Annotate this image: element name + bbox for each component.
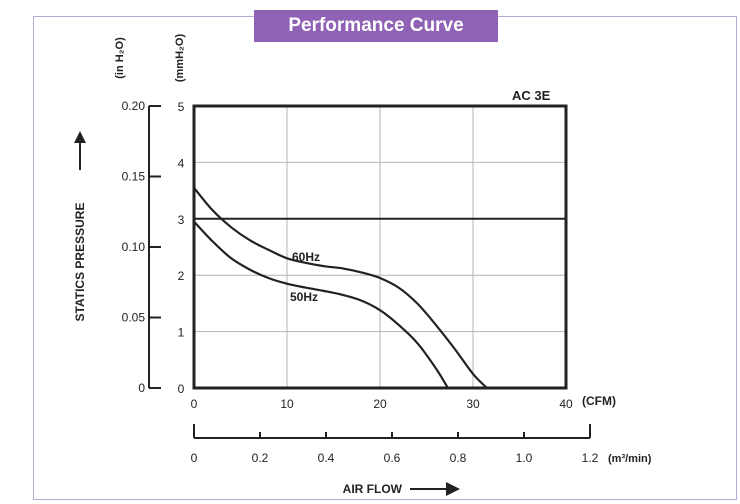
- x-axis-arrow-icon: [410, 482, 460, 496]
- x2-tick-label: 1.0: [516, 451, 533, 465]
- y-tick-label: 2: [178, 269, 185, 283]
- curves: [193, 187, 488, 389]
- chart-title: Performance Curve: [254, 10, 498, 42]
- x2-tick-label: 0: [191, 451, 198, 465]
- y2-tick-label: 0.05: [122, 311, 146, 325]
- x2-unit-label: (m³/min): [608, 453, 652, 465]
- x-tick-label: 30: [466, 397, 480, 411]
- grid-lines: [194, 106, 566, 388]
- series-line-50hz: [193, 220, 449, 389]
- series-label-60hz: 60Hz: [292, 250, 320, 264]
- x2-tick-label: 0.6: [384, 451, 401, 465]
- y2-tick-label: 0.10: [122, 240, 146, 254]
- y-tick-label: 3: [178, 213, 185, 227]
- model-label: AC 3E: [512, 88, 551, 103]
- y2-unit-label: (in H₂O): [114, 37, 126, 79]
- x-tick-label: 40: [559, 397, 573, 411]
- y2-tick-label: 0: [138, 381, 145, 395]
- x2-tick-label: 0.8: [450, 451, 467, 465]
- x2-tick-label: 0.2: [252, 451, 269, 465]
- y-tick-label: 0: [178, 382, 185, 396]
- plot-border: [192, 104, 568, 390]
- y2-tick-label: 0.15: [122, 170, 146, 184]
- y2-tick-label: 0.20: [122, 99, 146, 113]
- x-tick-label: 20: [373, 397, 387, 411]
- x-tick-label: 0: [191, 397, 198, 411]
- x-tick-label: 10: [280, 397, 294, 411]
- x-axis-title: AIR FLOW: [343, 482, 403, 496]
- x-unit-label: (CFM): [582, 394, 616, 408]
- plot-frame: [192, 104, 568, 390]
- x2-tick-label: 1.2: [582, 451, 599, 465]
- axes: 0 10 20 30 40 0 1 2 3 4 5 0 0.05 0.10 0.15 0.20 0 0.2 0.4 0…: [122, 99, 599, 465]
- y-axis-title: STATICS PRESSURE: [73, 203, 87, 322]
- y-unit-label: (mmH₂O): [174, 34, 186, 83]
- chart-panel: [33, 16, 737, 500]
- y-tick-label: 5: [178, 100, 185, 114]
- y-tick-label: 4: [178, 156, 185, 170]
- y-axis-arrow-icon: [74, 131, 86, 170]
- y-tick-label: 1: [178, 326, 185, 340]
- series-line-60hz: [193, 187, 488, 389]
- series-label-50hz: 50Hz: [290, 290, 318, 304]
- x2-tick-label: 0.4: [318, 451, 335, 465]
